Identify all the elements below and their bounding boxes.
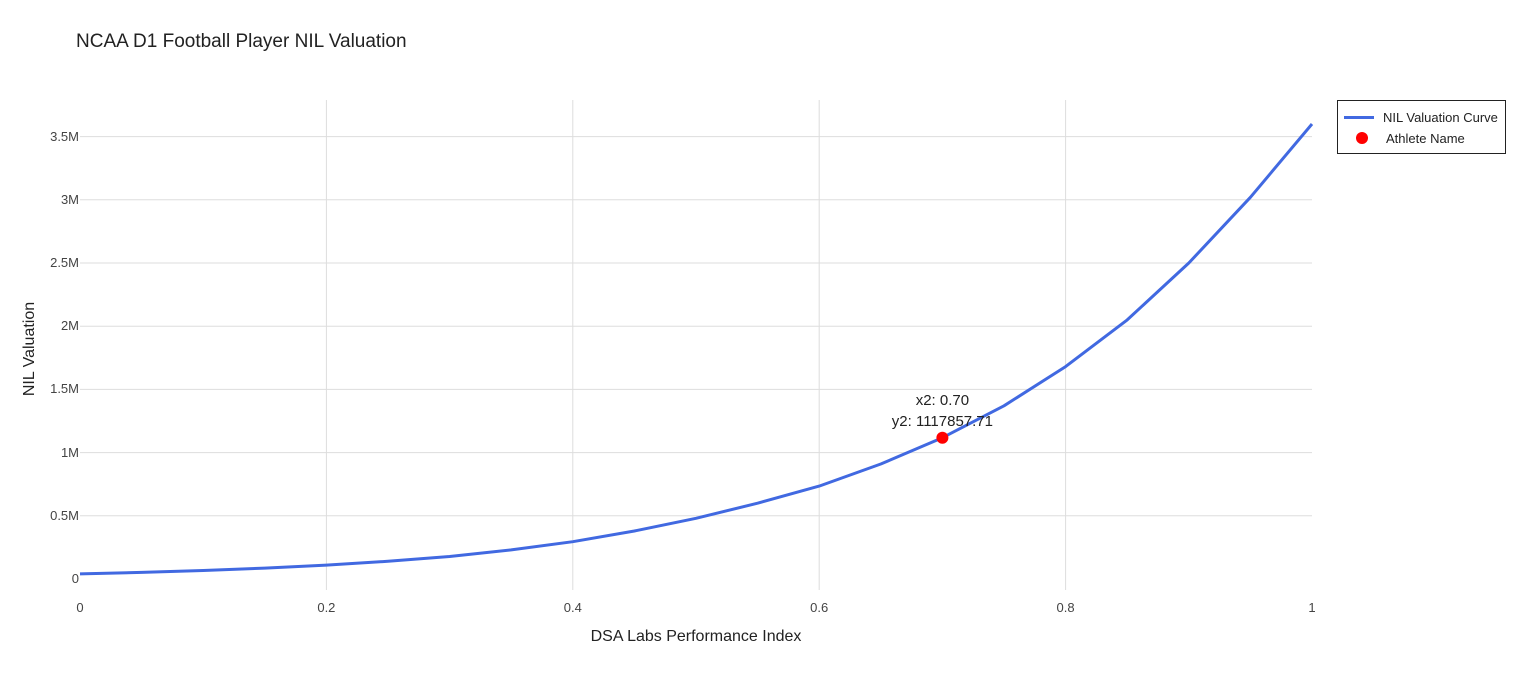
athlete-point[interactable] xyxy=(936,431,949,444)
y-tick-label: 1M xyxy=(60,444,79,460)
legend-label: Athlete Name xyxy=(1386,130,1465,146)
y-tick-label: 0 xyxy=(71,571,79,586)
x-tick-label: 0 xyxy=(76,600,84,615)
y-tick-label: 2M xyxy=(60,318,79,334)
annotation-y: y2: 1117857.71 xyxy=(891,412,993,430)
y-tick-label: 3M xyxy=(60,191,79,207)
line-swatch-icon xyxy=(1344,115,1374,119)
chart-title: NCAA D1 Football Player NIL Valuation xyxy=(76,31,407,52)
x-tick-label: 0.4 xyxy=(563,600,582,615)
y-tick-label: 1.5M xyxy=(50,381,79,397)
nil-valuation-curve xyxy=(79,123,1314,576)
x-tick-label: 1 xyxy=(1308,600,1316,615)
y-tick-label: 0.5M xyxy=(50,507,79,523)
y-axis-label: NIL Valuation xyxy=(21,301,38,397)
legend-label: NIL Valuation Curve xyxy=(1383,109,1498,125)
point-annotation: x2: 0.70 y2: 1117857.71 xyxy=(842,390,1042,432)
x-tick-label: 0.2 xyxy=(317,600,336,615)
x-tick-label: 0.8 xyxy=(1056,600,1075,615)
gridlines xyxy=(80,100,1312,590)
x-axis-label: DSA Labs Performance Index xyxy=(590,628,802,645)
y-tick-label: 2.5M xyxy=(50,255,79,270)
annotation-x: x2: 0.70 xyxy=(915,391,970,409)
legend-item-athlete[interactable]: Athlete Name xyxy=(1344,129,1465,147)
x-tick-label: 0.6 xyxy=(810,600,829,615)
legend-item-curve[interactable]: NIL Valuation Curve xyxy=(1344,108,1498,126)
dot-swatch-icon xyxy=(1356,132,1368,144)
y-tick-label: 3.5M xyxy=(50,128,79,144)
legend: NIL Valuation Curve Athlete Name xyxy=(1337,100,1506,154)
